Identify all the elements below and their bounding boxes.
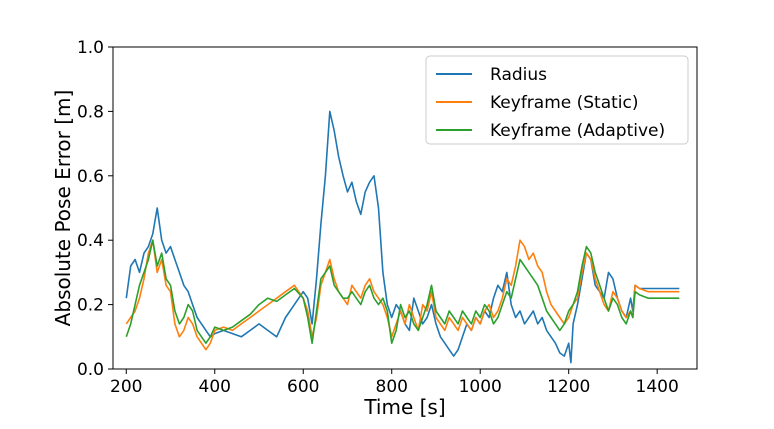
y-tick-label: 0.6 — [77, 167, 104, 187]
legend-box — [425, 55, 689, 145]
y-tick-label: 0.8 — [77, 102, 104, 122]
x-tick-label: 400 — [199, 377, 231, 397]
series-layer — [125, 110, 680, 364]
x-tick-label: 200 — [110, 377, 142, 397]
x-tick-label: 1400 — [636, 377, 679, 397]
legend: Radius Keyframe (Static) Keyframe (Adaptiv… — [425, 55, 689, 145]
series-line-keyframe-adaptive — [125, 239, 680, 345]
y-tick-label: 0.0 — [77, 360, 104, 380]
legend-label: Keyframe (Adaptive) — [490, 121, 665, 141]
legend-label: Radius — [490, 65, 547, 85]
x-tick-label: 1200 — [547, 377, 590, 397]
y-tick-label: 0.4 — [77, 231, 104, 251]
y-tick-label: 1.0 — [77, 38, 104, 58]
x-tick-label: 600 — [287, 377, 319, 397]
x-tick-label: 800 — [376, 377, 408, 397]
y-axis: 0.0 0.2 0.4 0.6 0.8 1.0 — [77, 38, 113, 380]
y-tick-label: 0.2 — [77, 296, 104, 316]
x-tick-label: 1000 — [459, 377, 502, 397]
x-axis: 200 400 600 800 1000 1200 1400 — [110, 369, 679, 397]
legend-label: Keyframe (Static) — [490, 93, 639, 113]
x-axis-title: Time [s] — [363, 395, 445, 419]
y-axis-title: Absolute Pose Error [m] — [51, 90, 75, 327]
